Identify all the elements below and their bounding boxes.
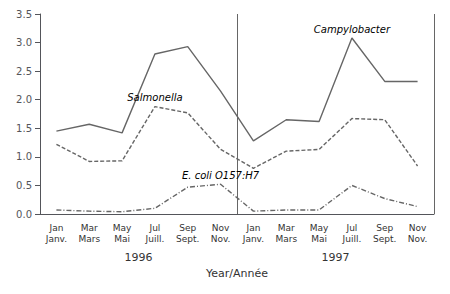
svg-text:Mar: Mar xyxy=(278,223,295,233)
svg-text:Juill.: Juill. xyxy=(342,234,362,244)
svg-text:Janv.: Janv. xyxy=(45,234,67,244)
svg-text:Janv.: Janv. xyxy=(242,234,264,244)
svg-text:Jul: Jul xyxy=(345,223,357,233)
svg-text:3.0: 3.0 xyxy=(16,37,32,48)
svg-text:Juill.: Juill. xyxy=(145,234,165,244)
svg-text:Nov.: Nov. xyxy=(408,234,428,244)
svg-text:2.5: 2.5 xyxy=(16,66,32,77)
svg-text:Jan: Jan xyxy=(48,223,63,233)
svg-text:May: May xyxy=(310,223,329,233)
svg-text:2.0: 2.0 xyxy=(16,94,32,105)
svg-text:1.0: 1.0 xyxy=(16,151,32,162)
svg-text:Salmonella: Salmonella xyxy=(127,92,182,103)
svg-text:Jul: Jul xyxy=(148,223,160,233)
svg-text:Mar: Mar xyxy=(81,223,98,233)
svg-text:Mai: Mai xyxy=(311,234,327,244)
svg-text:0.5: 0.5 xyxy=(16,180,32,191)
svg-text:3.5: 3.5 xyxy=(16,9,32,20)
svg-text:May: May xyxy=(113,223,132,233)
svg-text:Nov: Nov xyxy=(212,223,230,233)
svg-text:Sept.: Sept. xyxy=(373,234,396,244)
svg-text:Nov: Nov xyxy=(409,223,427,233)
svg-text:Year/Année: Year/Année xyxy=(205,267,268,280)
svg-text:Sep: Sep xyxy=(179,223,196,233)
svg-text:Mai: Mai xyxy=(114,234,130,244)
svg-text:1.5: 1.5 xyxy=(16,123,32,134)
svg-text:1997: 1997 xyxy=(322,251,350,264)
svg-text:1996: 1996 xyxy=(125,251,153,264)
svg-text:Mars: Mars xyxy=(78,234,100,244)
svg-text:Jan: Jan xyxy=(245,223,260,233)
svg-text:Sep: Sep xyxy=(376,223,393,233)
svg-text:Campylobacter: Campylobacter xyxy=(314,24,391,35)
svg-text:Nov.: Nov. xyxy=(211,234,231,244)
svg-text:Mars: Mars xyxy=(275,234,297,244)
svg-text:Sept.: Sept. xyxy=(176,234,199,244)
svg-text:0.0: 0.0 xyxy=(16,209,32,220)
svg-text:E. coli O157:H7: E. coli O157:H7 xyxy=(182,170,260,181)
